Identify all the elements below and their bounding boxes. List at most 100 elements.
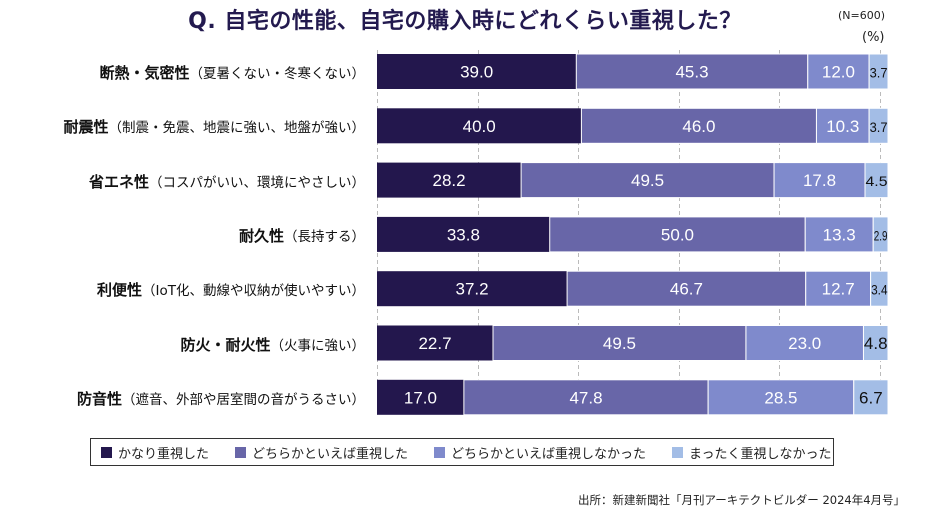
bar-value-label: 45.3: [675, 63, 708, 82]
bar-segment: [377, 54, 577, 89]
bar-segment: [707, 379, 855, 416]
bar-row: 33.8 50.0 13.3 2.9: [377, 216, 889, 253]
bar-segment: [807, 53, 870, 90]
bar-value-label: 13.3: [823, 225, 856, 244]
bar-value-label: 40.0: [463, 117, 496, 136]
category-label-sub: （夏暑くない・冬寒くない）: [189, 66, 366, 82]
bar-value-label: 49.5: [603, 334, 636, 353]
bar-value-label: 3.4: [871, 282, 888, 298]
category-label: 耐久性（長持する）: [239, 225, 365, 246]
category-label-main: 防音性: [76, 389, 122, 408]
source-note: 出所：新建新聞社「月刊アーキテクトビルダー 2024年4月号」: [578, 493, 906, 507]
bar-value-label: 3.7: [870, 119, 888, 135]
category-label: 断熱・気密性（夏暑くない・冬寒くない）: [99, 62, 365, 83]
bar-segment: [864, 162, 889, 199]
legend-label: かなり重視した: [118, 446, 210, 462]
bar-segment: [377, 162, 522, 198]
bar-segment: [853, 379, 889, 416]
bar-segment: [815, 107, 870, 144]
legend-swatch-icon: [672, 446, 684, 458]
category-label-main: 利便性: [96, 281, 142, 300]
bar-value-label: 12.7: [822, 280, 855, 299]
chart-title-text: Q. 自宅の性能、自宅の購入時にどれくらい重視した？: [188, 9, 742, 34]
bar-value-label: 3.7: [870, 65, 888, 81]
bar-segment: [463, 379, 709, 416]
bar-segment: [745, 325, 864, 361]
category-label-sub: （長持する）: [284, 228, 365, 245]
bar-segment: [862, 325, 889, 361]
legend-label: どちらかといえば重視した: [252, 446, 409, 462]
bar-segment: [872, 216, 889, 253]
bar-segment: [377, 108, 582, 144]
bar-segment: [868, 107, 889, 144]
bar-row: 40.0 46.0 10.3 3.7: [377, 107, 889, 144]
category-label-sub: （制震・免震、地震に強い、地盤が強い）: [108, 120, 366, 137]
bar-value-label: 17.8: [803, 171, 836, 190]
legend-item: どちらかといえば重視しなかった: [434, 443, 646, 462]
sample-size-note: (N=600): [838, 9, 886, 22]
legend-label: どちらかといえば重視しなかった: [451, 446, 647, 462]
category-label-main: 断熱・気密性: [99, 64, 190, 82]
legend-item: かなり重視した: [101, 443, 209, 462]
bar-segment: [377, 325, 493, 361]
category-label: 耐震性（制震・免震、地震に強い、地盤が強い）: [63, 116, 365, 137]
bar-value-label: 10.3: [826, 117, 859, 136]
bar-row: 39.0 45.3 12.0 3.7: [377, 53, 889, 90]
bar-value-label: 37.2: [456, 280, 489, 299]
category-label: 利便性（IoT化、動線や収納が使いやすい）: [97, 279, 365, 300]
bar-value-label: 4.8: [864, 334, 888, 353]
bar-segment: [580, 107, 817, 144]
category-label-main: 省エネ性: [88, 172, 149, 191]
bar-segment: [377, 271, 568, 307]
bar-value-label: 46.0: [682, 117, 715, 136]
legend: かなり重視した どちらかといえば重視した どちらかといえば重視しなかった まったく重視…: [90, 438, 834, 466]
legend-swatch-icon: [101, 446, 112, 458]
legend-item: どちらかといえば重視した: [235, 443, 408, 462]
category-label-main: 耐久性: [238, 226, 284, 245]
unit-label: (%): [862, 30, 885, 45]
category-label-sub: （遮音、外部や居室間の音がうるさい）: [122, 391, 365, 408]
bar-segment: [377, 216, 550, 252]
bar-segment: [773, 162, 866, 199]
category-label: 防火・耐火性（火事に強い）: [180, 334, 365, 355]
bar-value-label: 12.0: [822, 63, 855, 82]
bar-value-label: 46.7: [670, 280, 703, 299]
legend-label: まったく重視しなかった: [689, 446, 832, 462]
chart-title: Q. 自宅の性能、自宅の購入時にどれくらい重視した？: [0, 3, 950, 35]
bar-value-label: 28.2: [433, 171, 466, 190]
bar-value-label: 33.8: [447, 225, 480, 244]
bar-row: 22.7 49.5 23.0 4.8: [377, 325, 889, 361]
category-label-main: 防火・耐火性: [180, 335, 271, 354]
category-label-sub: （コスパがいい、環境にやさしい）: [149, 174, 365, 191]
category-label-sub: （火事に強い）: [270, 337, 366, 354]
bar-segment: [566, 270, 807, 307]
bar-value-label: 22.7: [418, 334, 451, 353]
bar-segment: [805, 270, 872, 307]
bar-value-label: 6.7: [859, 388, 883, 407]
bar-value-label: 17.0: [404, 388, 437, 407]
bar-value-label: 2.9: [874, 227, 888, 243]
bar-value-label: 23.0: [788, 334, 821, 353]
bar-value-label: 28.5: [764, 388, 797, 407]
category-label-sub: （IoT化、動線や収納が使いやすい）: [142, 283, 365, 300]
bar-row: 17.0 47.8 28.5 6.7: [377, 379, 889, 416]
legend-item: まったく重視しなかった: [672, 443, 832, 462]
bar-value-label: 4.5: [866, 173, 888, 189]
category-label: 防音性（遮音、外部や居室間の音がうるさい）: [77, 388, 365, 409]
bar-row: 37.2 46.7 12.7 3.4: [377, 270, 889, 307]
bar-value-label: 49.5: [631, 171, 664, 190]
bar-segment: [868, 53, 889, 90]
bar-segment: [549, 216, 806, 253]
legend-swatch-icon: [235, 446, 247, 458]
category-label-main: 耐震性: [63, 118, 109, 137]
bar-segment: [575, 53, 809, 90]
bar-row: 28.2 49.5 17.8 4.5: [377, 162, 889, 199]
category-label: 省エネ性（コスパがいい、環境にやさしい）: [89, 171, 365, 192]
bar-segment: [377, 379, 464, 415]
bar-value-label: 50.0: [661, 225, 694, 244]
legend-swatch-icon: [434, 446, 446, 458]
bar-value-label: 47.8: [569, 388, 602, 407]
bar-segment: [870, 270, 889, 307]
bar-value-label: 39.0: [460, 63, 493, 82]
